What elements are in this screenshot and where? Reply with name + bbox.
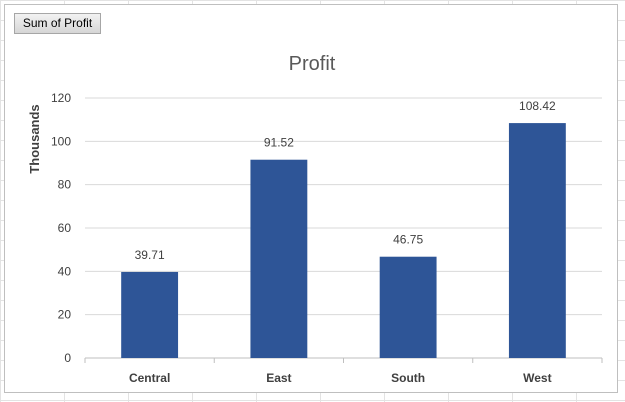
y-tick-label: 40 [58, 264, 72, 278]
x-tick-label: West [523, 371, 551, 385]
y-tick-label: 0 [64, 351, 71, 365]
x-tick-label: South [391, 371, 425, 385]
data-label: 91.52 [264, 136, 294, 150]
chart-title: Profit [289, 53, 336, 75]
data-label: 39.71 [135, 248, 165, 262]
bar-west[interactable] [508, 123, 566, 358]
y-tick-label: 120 [51, 91, 71, 105]
sum-of-profit-field-button[interactable]: Sum of Profit [14, 13, 101, 34]
x-tick-label: Central [129, 371, 170, 385]
y-tick-label: 80 [58, 178, 72, 192]
y-axis-title: Thousands [27, 104, 42, 173]
bar-central[interactable] [121, 271, 179, 358]
data-label: 108.42 [519, 99, 556, 113]
bar-south[interactable] [379, 256, 437, 358]
data-label: 46.75 [393, 233, 423, 247]
y-tick-label: 20 [58, 308, 72, 322]
y-tick-label: 60 [58, 221, 72, 235]
x-tick-label: East [266, 371, 291, 385]
y-tick-label: 100 [51, 134, 71, 148]
bar-east[interactable] [250, 159, 308, 358]
